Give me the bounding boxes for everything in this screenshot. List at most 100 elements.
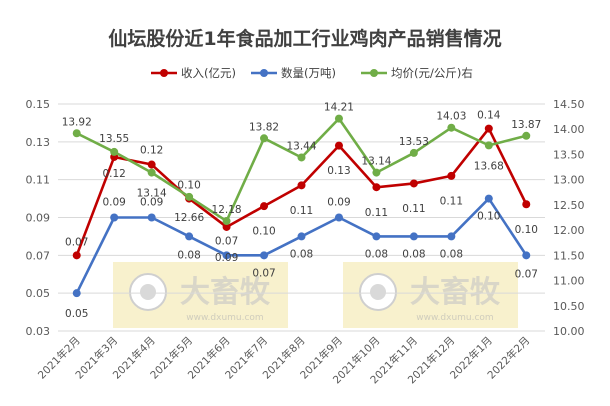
legend-swatch-marker	[160, 69, 168, 77]
series-1-data-label: 0.07	[515, 268, 538, 280]
series-0-data-label: 0.10	[177, 180, 200, 192]
series-0-point	[260, 202, 269, 211]
series-0-data-label: 0.11	[440, 195, 463, 207]
series-2-data-label: 12.66	[174, 212, 204, 224]
series-1-data-label: 0.08	[440, 248, 463, 260]
series-1-data-label: 0.09	[140, 197, 163, 209]
legend-swatch-marker	[260, 69, 268, 77]
series-2-point	[484, 141, 493, 150]
watermark-logo: 大畜牧 www.dxumu.com	[343, 262, 518, 328]
series-1-point	[110, 213, 119, 222]
watermark-subtext: www.dxumu.com	[186, 313, 263, 323]
series-1-data-label: 0.08	[177, 249, 200, 261]
series-2-point	[334, 114, 343, 123]
series-2-point	[185, 192, 194, 201]
series-1-data-label: 0.07	[215, 235, 238, 247]
legend-label: 数量(万吨)	[281, 66, 336, 80]
series-2-point	[260, 134, 269, 143]
watermark-layer: 大畜牧 www.dxumu.com 大畜牧 www.dxumu.com	[113, 262, 518, 328]
legend-swatch-marker	[370, 69, 378, 77]
left-tick-label: 0.11	[26, 174, 51, 187]
right-tick-label: 14.00	[553, 123, 585, 136]
series-1-point	[484, 194, 493, 203]
series-1-data-label: 0.09	[327, 197, 350, 209]
right-tick-label: 10.00	[553, 325, 585, 338]
legend-label: 收入(亿元)	[181, 66, 236, 80]
right-tick-label: 11.00	[553, 275, 585, 288]
left-tick-label: 0.03	[26, 325, 51, 338]
right-axis: 10.00 10.50 11.00 11.50 12.00 12.50 13.00 13.50…	[553, 98, 585, 338]
series-2-data-label: 13.55	[99, 133, 129, 145]
series-0-data-label: 0.07	[65, 236, 88, 248]
right-tick-label: 12.50	[553, 199, 585, 212]
series-2-point	[409, 148, 418, 157]
series-0-data-label: 0.10	[515, 224, 538, 236]
data-labels-layer: 0.07 0.12 0.12 0.10 0.09 0.10 0.11 0.13 0.11 0.11…	[62, 102, 542, 321]
left-axis: 0.03 0.05 0.07 0.09 0.11 0.13 0.15	[26, 98, 51, 338]
left-tick-label: 0.09	[26, 212, 51, 225]
series-2-data-label: 12.18	[212, 204, 242, 216]
series-1-point	[185, 232, 194, 241]
series-2-data-label: 13.53	[399, 136, 429, 148]
series-0-data-label: 0.11	[365, 207, 388, 219]
series-1-data-label: 0.05	[65, 308, 88, 320]
series-2-data-label: 13.68	[474, 160, 504, 172]
legend-item-2: 均价(元/公斤)右	[361, 66, 473, 80]
chart-title: 仙坛股份近1年食品加工行业鸡肉产品销售情况	[108, 27, 501, 50]
watermark-text: 大畜牧	[410, 275, 501, 310]
series-2-data-label: 14.21	[324, 102, 354, 114]
series-0-point	[222, 222, 231, 231]
series-0-data-label: 0.11	[402, 203, 425, 215]
series-2-data-label: 13.44	[286, 140, 316, 152]
series-2-data-label: 13.82	[249, 121, 279, 133]
series-1-point	[447, 232, 456, 241]
watermark-subtext: www.dxumu.com	[416, 313, 493, 323]
series-0-point	[372, 183, 381, 192]
series-0-point	[334, 141, 343, 150]
left-tick-label: 0.15	[26, 98, 51, 111]
series-2-data-label: 13.14	[361, 156, 391, 168]
watermark-text: 大畜牧	[180, 275, 271, 310]
right-tick-label: 10.50	[553, 300, 585, 313]
series-2-point	[447, 123, 456, 132]
series-1-point	[72, 289, 81, 298]
series-1-data-label: 0.08	[365, 248, 388, 260]
series-0-point	[409, 179, 418, 188]
legend-label: 均价(元/公斤)右	[391, 66, 473, 80]
chart-legend: 收入(亿元) 数量(万吨) 均价(元/公斤)右	[151, 66, 473, 80]
series-1-point	[409, 232, 418, 241]
series-1-point	[372, 232, 381, 241]
legend-item-0: 收入(亿元)	[151, 66, 236, 80]
series-0-data-label: 0.10	[252, 226, 275, 238]
series-2-data-label: 14.03	[436, 111, 466, 123]
series-0-data-label: 0.12	[140, 145, 163, 157]
series-0-point	[147, 160, 156, 169]
series-0-data-label: 0.12	[102, 168, 125, 180]
watermark-logo: 大畜牧 www.dxumu.com	[113, 262, 288, 328]
left-tick-label: 0.07	[26, 249, 51, 262]
series-1-data-label: 0.09	[102, 197, 125, 209]
series-1-point	[334, 213, 343, 222]
series-1-point	[147, 213, 156, 222]
series-2-data-label: 13.92	[62, 116, 92, 128]
series-2-point	[147, 168, 156, 177]
series-0-data-label: 0.14	[477, 110, 501, 122]
watermark-eye-pupil	[140, 284, 156, 300]
series-2-point	[222, 217, 231, 226]
legend-item-1: 数量(万吨)	[251, 66, 336, 80]
series-1-point	[260, 251, 269, 260]
series-0-point	[522, 200, 531, 209]
series-2-point	[297, 153, 306, 162]
left-tick-label: 0.13	[26, 136, 51, 149]
series-1-data-label: 0.07	[252, 267, 275, 279]
series-0-point	[484, 124, 493, 133]
series-layer	[72, 114, 531, 298]
series-1-point	[297, 232, 306, 241]
series-1-point	[222, 251, 231, 260]
series-1-data-label: 0.10	[477, 211, 500, 223]
right-tick-label: 13.00	[553, 174, 585, 187]
right-tick-label: 14.50	[553, 98, 585, 111]
series-2-point	[522, 131, 531, 140]
